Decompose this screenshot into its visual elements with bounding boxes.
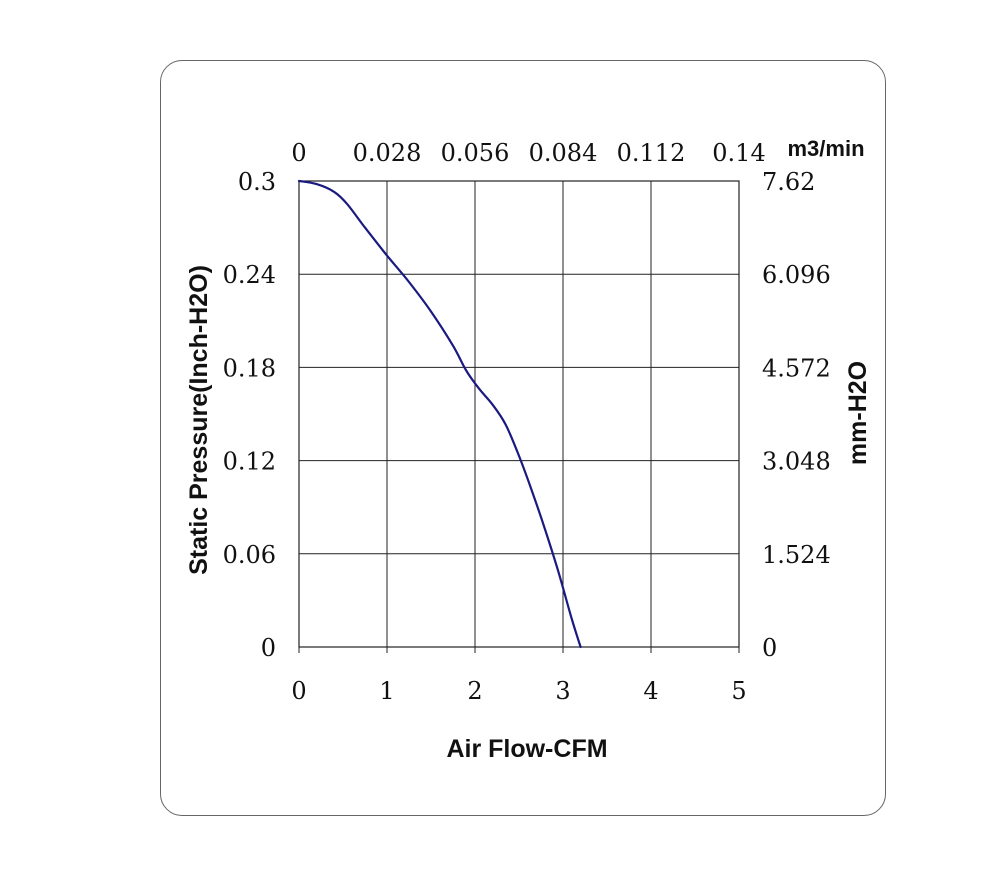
- x-tick-label: 4: [643, 677, 658, 705]
- pq-curve-line: [297, 179, 582, 649]
- x-tick-label: 5: [731, 677, 746, 705]
- y2-tick-label: 6.096: [762, 261, 831, 289]
- x2-tick-label: 0.084: [529, 139, 598, 167]
- y2-tick-label: 1.524: [762, 541, 831, 569]
- x2-axis-title: m3/min: [787, 136, 864, 161]
- y2-axis-title: mm-H2O: [844, 361, 872, 465]
- plot-area-border: [298, 180, 740, 648]
- x2-tick-label: 0: [291, 139, 306, 167]
- y2-tick-label: 0: [762, 634, 777, 662]
- chart-frame: [160, 60, 886, 816]
- x2-tick-label: 0.112: [617, 139, 686, 167]
- x-tick-label: 0: [291, 677, 306, 705]
- y-tick-label: 0.3: [238, 168, 276, 196]
- x-tick-label: 1: [379, 677, 394, 705]
- y-tick-label: 0.24: [223, 261, 276, 289]
- x-axis-title: Air Flow-CFM: [446, 735, 607, 763]
- y-tick-label: 0.18: [223, 354, 276, 382]
- y-tick-label: 0.06: [223, 541, 276, 569]
- y2-tick-label: 3.048: [762, 448, 831, 476]
- y2-tick-label: 7.62: [762, 168, 815, 196]
- x-tick-label: 2: [467, 677, 482, 705]
- x2-tick-label: 0.14: [712, 139, 765, 167]
- x-tick-label: 3: [555, 677, 570, 705]
- y-tick-label: 0.12: [223, 448, 276, 476]
- y-tick-label: 0: [261, 634, 276, 662]
- y2-tick-label: 4.572: [762, 354, 831, 382]
- y-axis-title: Static Pressure(Inch-H2O): [185, 265, 213, 575]
- x2-tick-label: 0.028: [353, 139, 422, 167]
- x2-tick-label: 0.056: [441, 139, 510, 167]
